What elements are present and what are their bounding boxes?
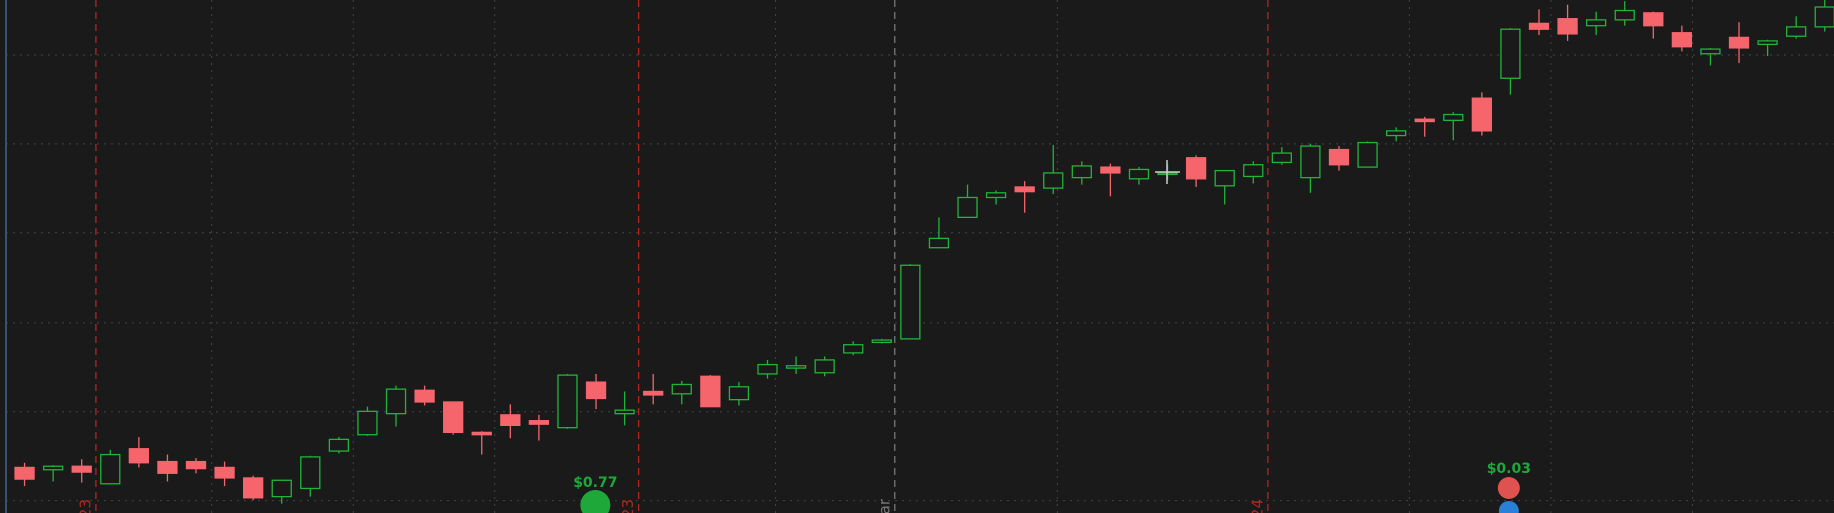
candle-body [42, 465, 64, 471]
marker-label: 12/15/23 [619, 499, 637, 513]
candle-body [1786, 26, 1807, 37]
candle-body [1014, 186, 1035, 193]
candle-body [1043, 172, 1064, 189]
candle-body [14, 466, 35, 480]
candle-body [557, 374, 578, 429]
candle-body [1586, 19, 1607, 27]
candle-body [728, 386, 750, 401]
candle-body [585, 381, 607, 400]
candle-body [1528, 22, 1550, 30]
grid [6, 0, 1834, 513]
candle-body [1357, 141, 1378, 168]
candle-body [214, 466, 235, 479]
candle-body [1814, 6, 1834, 28]
event-label: $0.77 [573, 475, 617, 491]
info-icon [1498, 501, 1519, 513]
candle-body [1643, 12, 1664, 27]
dividend-icon [580, 490, 611, 513]
candle-body [414, 389, 435, 403]
candle-body [700, 375, 721, 408]
candle-body [157, 460, 178, 474]
candle-body [814, 359, 835, 374]
candle-body [928, 237, 950, 249]
candle-body [785, 365, 807, 369]
candle-body [528, 420, 550, 425]
candle-body [671, 383, 692, 395]
event-label: $0.03 [1487, 461, 1531, 477]
marker-label: 1/19/24 [1248, 499, 1266, 513]
candle-body [1700, 48, 1721, 55]
candle-body [843, 344, 864, 354]
candle-body [1185, 157, 1207, 180]
candle-body [328, 438, 350, 452]
earnings-icon [1497, 477, 1520, 499]
candle-body [1614, 9, 1635, 21]
candle-body [1328, 148, 1350, 166]
candle-body [357, 410, 378, 436]
candle-body [614, 409, 635, 415]
candle-body [1100, 166, 1121, 174]
candle-body [128, 448, 150, 464]
candle-body [1300, 145, 1321, 179]
candle-body [1071, 165, 1092, 179]
candle-body [500, 414, 521, 427]
candle-body [1385, 130, 1407, 137]
candle-body [271, 479, 292, 498]
candle-body [300, 456, 321, 490]
candle-body [900, 264, 921, 340]
candle-body [1128, 168, 1150, 180]
candle-body [1500, 28, 1521, 79]
candle-body [1214, 169, 1235, 187]
candle-body [1443, 113, 1464, 122]
candle-body [1271, 152, 1292, 164]
candle-body [1243, 164, 1264, 178]
candle-body [1557, 18, 1578, 35]
candle-body [185, 460, 207, 470]
marker-label: 2023 year [875, 498, 893, 513]
candle-body [471, 431, 492, 436]
candle-body [243, 477, 264, 499]
marker-label: 1/17/23 [76, 499, 94, 513]
candle-body [443, 401, 464, 434]
candle-body [1414, 118, 1435, 123]
candle-body [985, 192, 1007, 199]
candle-body [957, 196, 978, 219]
candle-body [757, 363, 778, 375]
candle-body [1471, 97, 1493, 132]
candle-body [385, 388, 407, 415]
candle-body [1671, 32, 1693, 48]
candle-body [71, 465, 92, 473]
candle-body [871, 339, 892, 344]
candle-body [1757, 40, 1778, 46]
candle-body [100, 453, 121, 485]
candle-body [1728, 36, 1750, 49]
candle-body [643, 390, 664, 396]
